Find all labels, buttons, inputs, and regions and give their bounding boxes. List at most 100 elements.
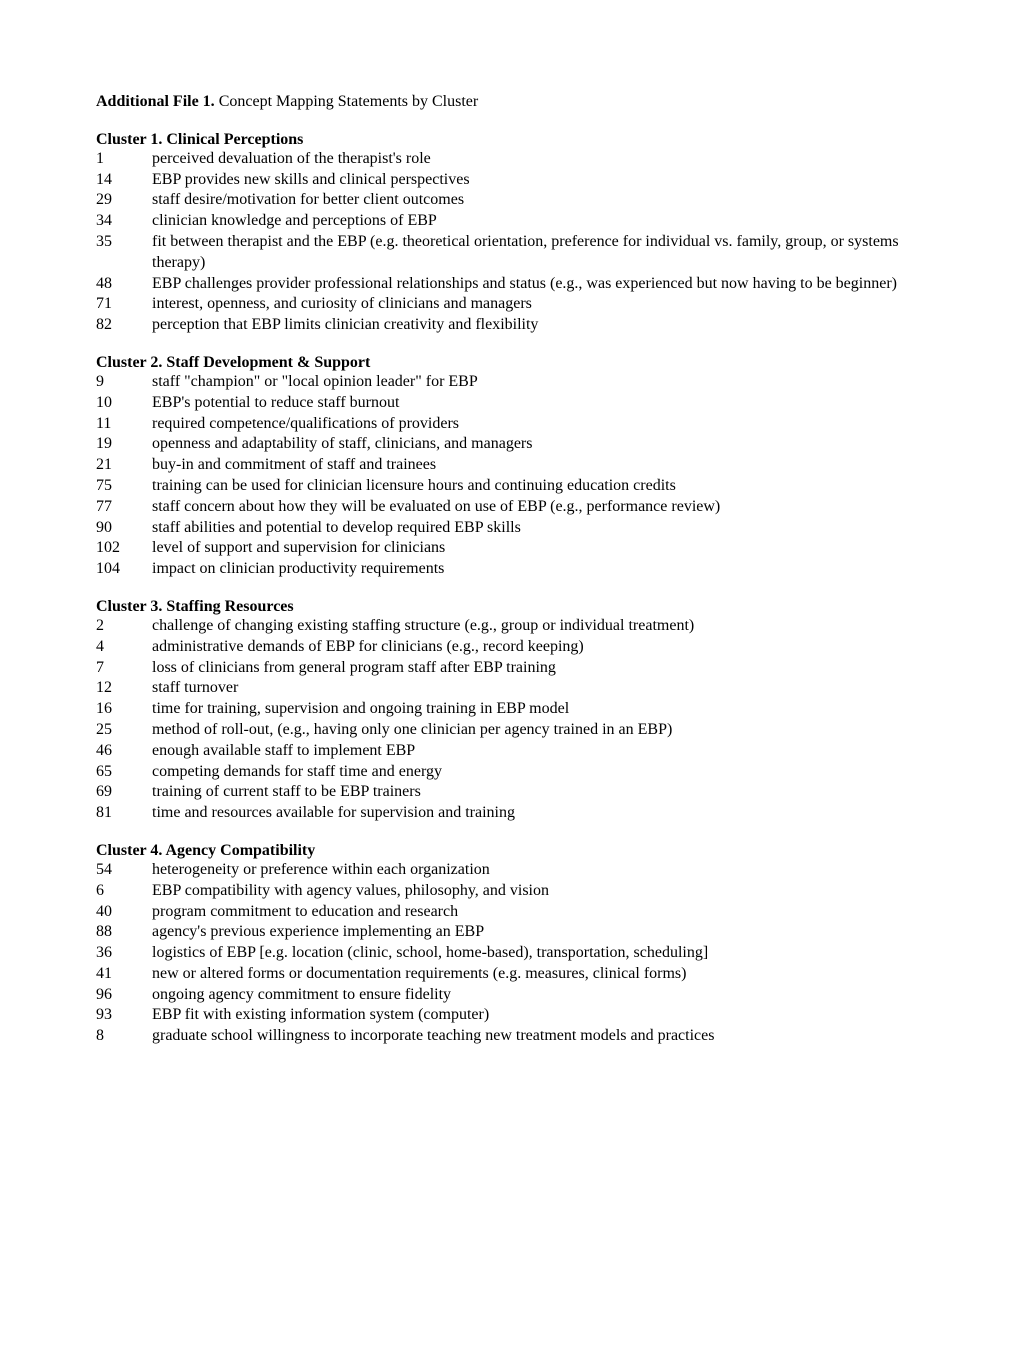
- item-number: 88: [96, 922, 152, 943]
- item-text: agency's previous experience implementin…: [152, 922, 924, 943]
- item-text: openness and adaptability of staff, clin…: [152, 434, 924, 455]
- item-text: staff turnover: [152, 678, 924, 699]
- cluster-items: 9staff "champion" or "local opinion lead…: [96, 372, 924, 580]
- item-text: perception that EBP limits clinician cre…: [152, 315, 924, 336]
- list-item: 25method of roll-out, (e.g., having only…: [96, 720, 924, 741]
- item-number: 46: [96, 741, 152, 762]
- cluster-title: Cluster 1. Clinical Perceptions: [96, 131, 924, 149]
- item-text: graduate school willingness to incorpora…: [152, 1026, 924, 1047]
- item-text: impact on clinician productivity require…: [152, 559, 924, 580]
- item-text: challenge of changing existing staffing …: [152, 616, 924, 637]
- list-item: 1perceived devaluation of the therapist'…: [96, 149, 924, 170]
- item-number: 10: [96, 393, 152, 414]
- item-number: 77: [96, 497, 152, 518]
- item-text: administrative demands of EBP for clinic…: [152, 637, 924, 658]
- cluster-title: Cluster 2. Staff Development & Support: [96, 354, 924, 372]
- item-text: staff concern about how they will be eva…: [152, 497, 924, 518]
- item-number: 7: [96, 658, 152, 679]
- cluster-title: Cluster 3. Staffing Resources: [96, 598, 924, 616]
- item-text: heterogeneity or preference within each …: [152, 860, 924, 881]
- document-page: Additional File 1. Concept Mapping State…: [0, 0, 1020, 1361]
- item-number: 54: [96, 860, 152, 881]
- item-text: EBP's potential to reduce staff burnout: [152, 393, 924, 414]
- list-item: 29staff desire/motivation for better cli…: [96, 190, 924, 211]
- item-number: 1: [96, 149, 152, 170]
- item-number: 71: [96, 294, 152, 315]
- list-item: 9staff "champion" or "local opinion lead…: [96, 372, 924, 393]
- item-text: loss of clinicians from general program …: [152, 658, 924, 679]
- list-item: 7loss of clinicians from general program…: [96, 658, 924, 679]
- file-title-rest: Concept Mapping Statements by Cluster: [215, 93, 479, 110]
- list-item: 75training can be used for clinician lic…: [96, 476, 924, 497]
- item-text: competing demands for staff time and ene…: [152, 762, 924, 783]
- item-number: 19: [96, 434, 152, 455]
- item-text: EBP provides new skills and clinical per…: [152, 170, 924, 191]
- item-text: new or altered forms or documentation re…: [152, 964, 924, 985]
- item-number: 41: [96, 964, 152, 985]
- list-item: 8graduate school willingness to incorpor…: [96, 1026, 924, 1047]
- item-text: clinician knowledge and perceptions of E…: [152, 211, 924, 232]
- list-item: 65competing demands for staff time and e…: [96, 762, 924, 783]
- item-text: level of support and supervision for cli…: [152, 538, 924, 559]
- item-text: staff desire/motivation for better clien…: [152, 190, 924, 211]
- item-text: time and resources available for supervi…: [152, 803, 924, 824]
- item-number: 21: [96, 455, 152, 476]
- list-item: 21buy-in and commitment of staff and tra…: [96, 455, 924, 476]
- item-number: 29: [96, 190, 152, 211]
- item-number: 40: [96, 902, 152, 923]
- list-item: 41new or altered forms or documentation …: [96, 964, 924, 985]
- list-item: 2challenge of changing existing staffing…: [96, 616, 924, 637]
- item-number: 9: [96, 372, 152, 393]
- list-item: 82perception that EBP limits clinician c…: [96, 315, 924, 336]
- item-text: interest, openness, and curiosity of cli…: [152, 294, 924, 315]
- list-item: 14EBP provides new skills and clinical p…: [96, 170, 924, 191]
- item-number: 4: [96, 637, 152, 658]
- item-number: 75: [96, 476, 152, 497]
- item-text: EBP challenges provider professional rel…: [152, 274, 924, 295]
- list-item: 93EBP fit with existing information syst…: [96, 1005, 924, 1026]
- item-text: training of current staff to be EBP trai…: [152, 782, 924, 803]
- file-title: Additional File 1. Concept Mapping State…: [96, 92, 924, 113]
- list-item: 46enough available staff to implement EB…: [96, 741, 924, 762]
- list-item: 6EBP compatibility with agency values, p…: [96, 881, 924, 902]
- item-text: training can be used for clinician licen…: [152, 476, 924, 497]
- list-item: 96ongoing agency commitment to ensure fi…: [96, 985, 924, 1006]
- list-item: 88agency's previous experience implement…: [96, 922, 924, 943]
- list-item: 48EBP challenges provider professional r…: [96, 274, 924, 295]
- item-text: staff "champion" or "local opinion leade…: [152, 372, 924, 393]
- list-item: 77staff concern about how they will be e…: [96, 497, 924, 518]
- item-text: required competence/qualifications of pr…: [152, 414, 924, 435]
- item-number: 12: [96, 678, 152, 699]
- list-item: 11required competence/qualifications of …: [96, 414, 924, 435]
- list-item: 10EBP's potential to reduce staff burnou…: [96, 393, 924, 414]
- item-text: enough available staff to implement EBP: [152, 741, 924, 762]
- item-number: 96: [96, 985, 152, 1006]
- list-item: 12staff turnover: [96, 678, 924, 699]
- item-number: 35: [96, 232, 152, 274]
- item-text: EBP fit with existing information system…: [152, 1005, 924, 1026]
- item-text: fit between therapist and the EBP (e.g. …: [152, 232, 924, 274]
- item-number: 93: [96, 1005, 152, 1026]
- item-number: 90: [96, 518, 152, 539]
- cluster-title: Cluster 4. Agency Compatibility: [96, 842, 924, 860]
- item-text: staff abilities and potential to develop…: [152, 518, 924, 539]
- item-number: 82: [96, 315, 152, 336]
- item-number: 8: [96, 1026, 152, 1047]
- cluster-items: 1perceived devaluation of the therapist'…: [96, 149, 924, 336]
- list-item: 16time for training, supervision and ong…: [96, 699, 924, 720]
- list-item: 35fit between therapist and the EBP (e.g…: [96, 232, 924, 274]
- list-item: 81time and resources available for super…: [96, 803, 924, 824]
- item-number: 25: [96, 720, 152, 741]
- item-text: perceived devaluation of the therapist's…: [152, 149, 924, 170]
- item-text: program commitment to education and rese…: [152, 902, 924, 923]
- item-number: 104: [96, 559, 152, 580]
- item-number: 14: [96, 170, 152, 191]
- item-number: 6: [96, 881, 152, 902]
- item-number: 11: [96, 414, 152, 435]
- item-number: 34: [96, 211, 152, 232]
- item-number: 48: [96, 274, 152, 295]
- list-item: 102level of support and supervision for …: [96, 538, 924, 559]
- item-number: 69: [96, 782, 152, 803]
- item-number: 36: [96, 943, 152, 964]
- item-text: buy-in and commitment of staff and train…: [152, 455, 924, 476]
